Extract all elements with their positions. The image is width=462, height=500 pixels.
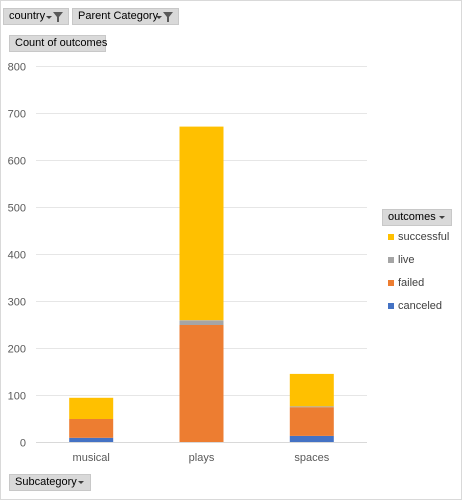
legend-item-failed: failed bbox=[388, 277, 424, 291]
legend-swatch bbox=[388, 303, 394, 310]
bar-segment-failed-plays[interactable] bbox=[179, 325, 224, 442]
legend-label: canceled bbox=[398, 300, 443, 313]
y-tick-label: 0 bbox=[20, 438, 26, 450]
y-tick-label: 100 bbox=[8, 391, 26, 403]
x-tick-label: spaces bbox=[294, 452, 329, 464]
bar-segment-successful-plays[interactable] bbox=[179, 126, 224, 321]
value-field-label: Count of outcomes bbox=[15, 37, 108, 49]
value-field-button[interactable]: Count of outcomes bbox=[9, 35, 108, 52]
country-filter-label: country bbox=[9, 10, 46, 22]
legend-label: failed bbox=[398, 277, 425, 290]
bars bbox=[69, 126, 334, 442]
legend-item-live: live bbox=[388, 254, 415, 268]
subcategory-axis-button[interactable]: Subcategory bbox=[9, 474, 91, 491]
legend-field-label: outcomes bbox=[388, 211, 436, 223]
legend-label: live bbox=[398, 254, 415, 267]
bar-segment-successful-musical[interactable] bbox=[69, 397, 114, 419]
x-tick-label: musical bbox=[73, 452, 110, 464]
x-axis-tick-labels: musical plays spaces bbox=[73, 452, 330, 464]
bar-segment-live-plays[interactable] bbox=[179, 320, 224, 325]
bar-segment-failed-spaces[interactable] bbox=[289, 407, 334, 436]
bar-segment-successful-spaces[interactable] bbox=[289, 373, 334, 407]
filter-dropdown-icon[interactable] bbox=[44, 9, 66, 24]
y-axis-tick-labels: 0 100 200 300 400 500 600 700 800 bbox=[8, 62, 26, 450]
y-tick-label: 500 bbox=[8, 203, 26, 215]
subcategory-axis-label: Subcategory bbox=[15, 476, 77, 488]
x-tick-label: plays bbox=[189, 452, 215, 464]
bar-segment-canceled-musical[interactable] bbox=[69, 437, 114, 442]
y-tick-label: 200 bbox=[8, 344, 26, 356]
y-tick-label: 600 bbox=[8, 156, 26, 168]
chevron-down-icon[interactable] bbox=[76, 475, 86, 490]
country-filter-button[interactable]: country bbox=[3, 8, 69, 25]
legend-item-canceled: canceled bbox=[388, 300, 442, 314]
y-tick-label: 400 bbox=[8, 250, 26, 262]
y-tick-label: 300 bbox=[8, 297, 26, 309]
y-tick-label: 700 bbox=[8, 109, 26, 121]
chevron-down-icon[interactable] bbox=[437, 210, 447, 225]
legend-field-button[interactable]: outcomes bbox=[382, 209, 452, 226]
legend-swatch bbox=[388, 280, 394, 287]
filter-dropdown-icon[interactable] bbox=[154, 9, 176, 24]
legend-swatch bbox=[388, 234, 394, 241]
parent-category-filter-button[interactable]: Parent Category bbox=[72, 8, 179, 25]
bar-segment-canceled-spaces[interactable] bbox=[289, 435, 334, 442]
bar-segment-live-spaces[interactable] bbox=[289, 406, 334, 408]
y-tick-label: 800 bbox=[8, 62, 26, 74]
bar-segment-failed-musical[interactable] bbox=[69, 419, 114, 438]
parent-category-filter-label: Parent Category bbox=[78, 10, 159, 22]
legend-item-successful: successful bbox=[388, 231, 449, 245]
legend-label: successful bbox=[398, 231, 450, 244]
legend-swatch bbox=[388, 257, 394, 264]
